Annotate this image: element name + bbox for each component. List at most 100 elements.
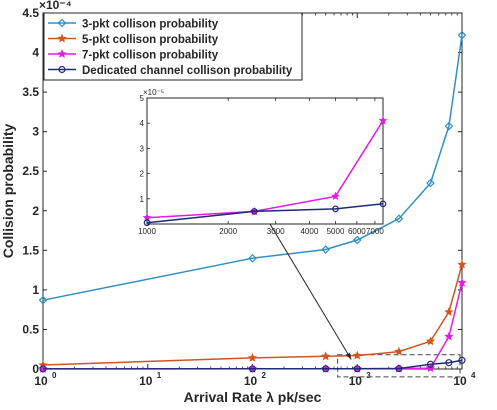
x-tick-exp: 4 (471, 371, 476, 380)
y-tick-label: 0.5 (22, 322, 39, 336)
inset-data-point (251, 208, 258, 215)
legend-marker (57, 18, 67, 28)
data-point (352, 350, 362, 360)
inset-x-tick-label: 1000 (138, 227, 156, 236)
inset-x-tick-label: 2000 (219, 227, 237, 236)
legend-item: Dedicated channel collison probability (48, 65, 293, 77)
series-line (42, 35, 463, 301)
legend-marker (57, 49, 67, 58)
x-tick-label: 10 2 (244, 371, 267, 388)
y-tick-label: 0 (32, 362, 39, 376)
data-point (444, 307, 454, 317)
x-tick-exp: 2 (262, 371, 267, 380)
inset-series-2 (143, 200, 387, 227)
x-tick-label: 10 0 (34, 371, 57, 388)
y-tick-label: 1 (32, 283, 39, 297)
inset-data-point (143, 219, 151, 227)
x-tick-exp: 0 (52, 371, 57, 380)
inset-plot-area (146, 97, 384, 225)
inset-series-line (146, 203, 384, 224)
inset-data-point (142, 213, 152, 222)
y-exponent-label: ×10⁻⁴ (39, 0, 72, 12)
inset-y-tick-label: 3 (140, 144, 145, 153)
inset-x-tick-label: 6000 (348, 227, 366, 236)
x-tick-base: 10 (139, 374, 153, 388)
x-tick-exp: 3 (366, 371, 371, 380)
y-tick-label: 3.5 (22, 85, 39, 99)
y-tick-label: 1.5 (22, 243, 39, 257)
data-point (426, 178, 435, 188)
inset-y-tick-label: 4 (140, 119, 145, 128)
inset-x-tick-label: 5000 (327, 227, 345, 236)
inset-y-tick-label: 1 (140, 195, 145, 204)
data-point (445, 359, 453, 367)
data-point (321, 351, 331, 361)
data-point (352, 235, 362, 245)
data-point (394, 346, 404, 356)
y-axis-label: Collision probability (0, 124, 16, 259)
inset-y-tick-label: 2 (140, 170, 145, 179)
legend-label: Dedicated channel collison probability (82, 65, 293, 77)
inset-data-point (331, 191, 340, 201)
arrow-line (269, 223, 352, 360)
data-point (457, 30, 467, 40)
inset-data-point (332, 205, 339, 213)
legend-marker (58, 65, 66, 74)
x-tick-base: 10 (349, 374, 363, 388)
data-point (353, 365, 361, 373)
legend-marker (57, 33, 67, 43)
x-tick-base: 10 (244, 374, 258, 388)
legend-item: 7-pkt collison probability (48, 49, 219, 62)
series-1 (38, 30, 467, 305)
data-point (425, 336, 436, 346)
inset-data-point (379, 200, 387, 208)
x-tick-base: 10 (34, 374, 48, 388)
x-tick-label: 10 3 (349, 371, 372, 388)
inset-x-tick-label: 7000 (366, 227, 384, 236)
data-point (457, 277, 467, 287)
inset-series-line (146, 120, 384, 219)
data-point (394, 214, 404, 224)
series-line (42, 264, 463, 366)
legend-item: 3-pkt collison probability (48, 19, 219, 31)
inset-y-exponent-label: ×10⁻⁵ (143, 88, 164, 97)
x-tick-label: 10 4 (453, 371, 476, 388)
x-tick-label: 10 1 (139, 371, 162, 388)
inset-axes: 1 2 3 4 5 1000 2000 3000 4000 5000 6000 7000 ×10⁻⁵ (138, 88, 388, 236)
inset-data-point (378, 116, 388, 125)
data-point (458, 356, 466, 364)
y-tick-label: 4.5 (22, 6, 39, 20)
legend-label: 7-pkt collison probability (82, 50, 219, 62)
data-point (426, 360, 435, 368)
arrow-head (345, 352, 352, 360)
legend-label: 3-pkt collison probability (82, 19, 219, 31)
zoom-arrow (269, 223, 352, 360)
data-point (444, 121, 454, 131)
x-axis-label: Arrival Rate λ pk/sec (184, 389, 322, 405)
data-point (395, 365, 403, 373)
data-point (321, 245, 331, 254)
data-point (247, 353, 258, 362)
legend-box (43, 12, 303, 81)
legend: 3-pkt collison probability 5-pkt collison… (43, 12, 303, 81)
inset-x-tick-label: 3000 (267, 227, 285, 236)
data-point (248, 253, 257, 263)
inset-x-tick-label: 4000 (300, 227, 318, 236)
data-point (322, 365, 330, 373)
x-tick-base: 10 (453, 374, 467, 388)
y-tick-label: 3 (32, 125, 39, 139)
data-point (444, 331, 454, 341)
inset-y-tick-label: 5 (140, 94, 145, 103)
data-point (38, 295, 48, 305)
series-4 (39, 356, 466, 373)
data-point (457, 259, 467, 269)
data-point (39, 365, 47, 373)
y-tick-label: 2.5 (22, 164, 39, 178)
data-point (248, 365, 257, 373)
x-tick-exp: 1 (157, 371, 162, 380)
y-tick-label: 2 (32, 204, 39, 218)
legend-item: 5-pkt collison probability (48, 33, 219, 46)
legend-label: 5-pkt collison probability (82, 34, 219, 46)
y-tick-label: 4 (32, 46, 39, 60)
